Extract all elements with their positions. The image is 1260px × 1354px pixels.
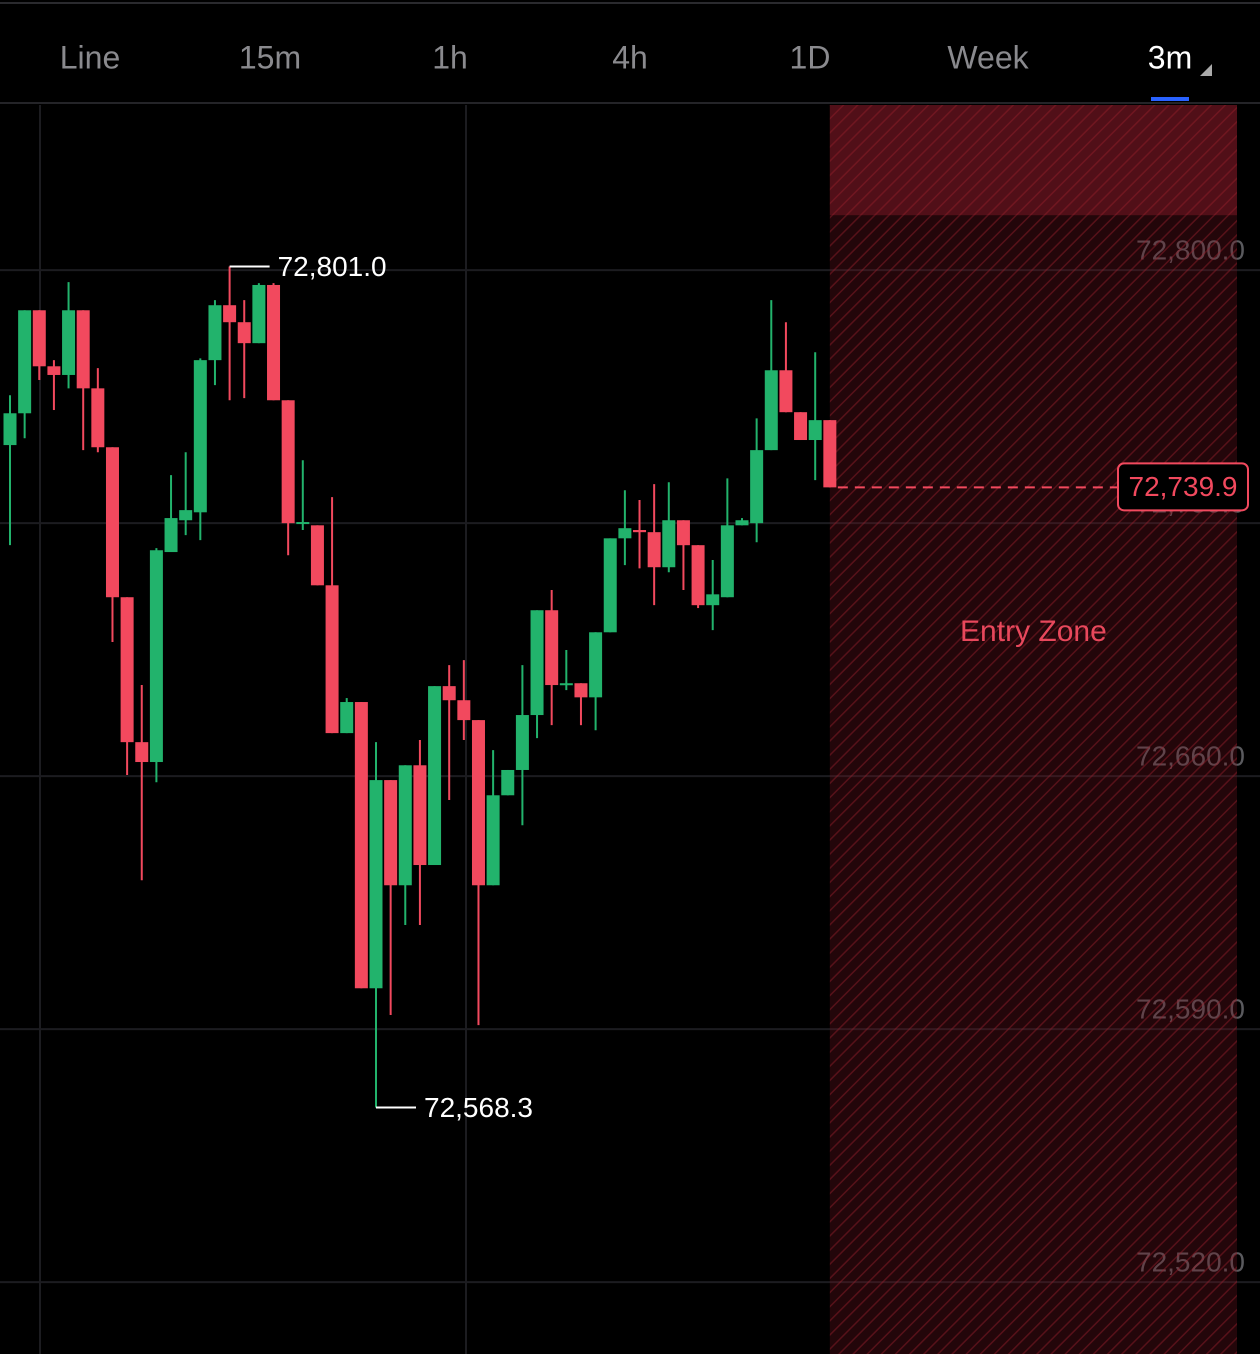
candle-body bbox=[105, 447, 119, 598]
candle-body bbox=[237, 322, 251, 344]
dropdown-icon bbox=[1200, 64, 1212, 76]
candle-body bbox=[691, 545, 705, 606]
tab[interactable]: 3m bbox=[1148, 39, 1192, 75]
candle-body bbox=[62, 310, 76, 375]
candle-body bbox=[413, 765, 427, 866]
candle-body bbox=[296, 522, 310, 525]
candle-body bbox=[662, 520, 676, 568]
overlay: 72,801.0 72,568.3 72,739.9 bbox=[229, 251, 1249, 1123]
candle-body bbox=[501, 769, 515, 796]
candle-body bbox=[706, 594, 720, 606]
low-annotation-label: 72,568.3 bbox=[424, 1092, 533, 1123]
tab[interactable]: 1D bbox=[790, 39, 831, 75]
candle-body bbox=[340, 702, 354, 734]
candle-body bbox=[267, 284, 281, 401]
zones: Entry Zone bbox=[829, 105, 1237, 1354]
candle-body bbox=[32, 310, 46, 367]
candle-body bbox=[281, 400, 295, 524]
candle-body bbox=[603, 538, 617, 633]
active-tab-indicator bbox=[1151, 97, 1189, 101]
candle-body bbox=[149, 550, 163, 763]
candle-body bbox=[794, 412, 808, 441]
candle-body bbox=[764, 370, 778, 451]
candle-body bbox=[618, 528, 632, 539]
last-price-tag bbox=[1117, 462, 1249, 512]
candle-body bbox=[310, 525, 324, 586]
candle-body bbox=[193, 360, 207, 513]
candle-body bbox=[135, 742, 149, 763]
candle-body bbox=[252, 284, 266, 344]
tab-bar: Line 15m 1h 4h 1D Week 3m bbox=[60, 39, 1212, 101]
candle-body bbox=[91, 388, 105, 448]
candle-body bbox=[398, 765, 412, 886]
candle-body bbox=[18, 310, 32, 414]
candle-body bbox=[574, 683, 588, 698]
candle-body bbox=[325, 585, 339, 734]
entry-zone bbox=[829, 215, 1237, 1354]
tab[interactable]: 1h bbox=[432, 39, 468, 75]
tab[interactable]: 15m bbox=[239, 39, 301, 75]
candle-body bbox=[808, 420, 822, 441]
candle-body bbox=[545, 610, 559, 686]
candle-body bbox=[633, 530, 647, 533]
candle-body bbox=[47, 366, 61, 375]
candle-body bbox=[515, 715, 529, 770]
candle-body bbox=[647, 532, 661, 568]
stop-zone-hatch bbox=[829, 105, 1237, 216]
candle-body bbox=[735, 520, 749, 526]
candle-body bbox=[442, 686, 456, 701]
candle-body bbox=[559, 683, 573, 686]
candle-body bbox=[779, 370, 793, 413]
candle-body bbox=[223, 305, 237, 323]
tab[interactable]: Line bbox=[60, 39, 121, 75]
candle-body bbox=[369, 780, 383, 989]
candle-body bbox=[120, 597, 134, 743]
candle-body bbox=[823, 420, 837, 488]
candle-body bbox=[471, 720, 485, 886]
candle-body bbox=[384, 780, 398, 886]
candle-body bbox=[208, 305, 222, 361]
candle-body bbox=[428, 686, 442, 866]
entry-zone-label: Entry Zone bbox=[960, 615, 1107, 648]
candle-body bbox=[750, 450, 764, 524]
last-price-label: 72,739.9 bbox=[1129, 471, 1238, 502]
candle-body bbox=[530, 610, 544, 716]
candle-body bbox=[164, 518, 178, 553]
candle-body bbox=[354, 702, 368, 989]
tab[interactable]: 4h bbox=[612, 39, 648, 75]
candles bbox=[3, 266, 837, 1108]
candle-body bbox=[179, 510, 193, 521]
candle-body bbox=[589, 632, 603, 698]
high-annotation-label: 72,801.0 bbox=[278, 251, 387, 282]
tab[interactable]: Week bbox=[947, 39, 1029, 75]
candle-body bbox=[486, 795, 500, 886]
candle-body bbox=[457, 700, 471, 721]
candle-body bbox=[3, 413, 17, 446]
candle-body bbox=[76, 310, 90, 389]
candle-body bbox=[676, 520, 690, 546]
candle-body bbox=[720, 525, 734, 598]
